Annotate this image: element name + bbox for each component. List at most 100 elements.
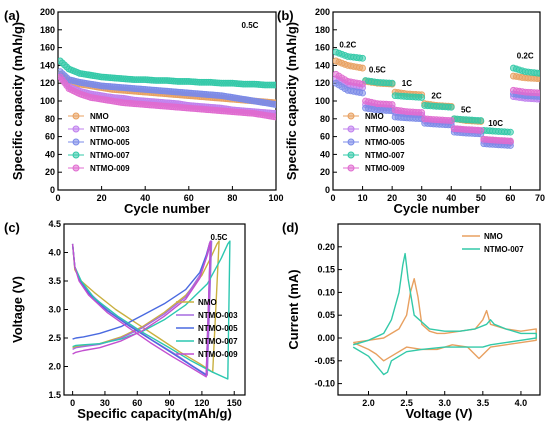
y-tick-label: 80 [320,114,330,124]
y-tick-label: 40 [320,149,330,159]
legend-swatch-marker [72,151,80,159]
legend-label: NMO [365,112,384,121]
legend-swatch-marker [347,138,355,146]
x-tick-label: 30 [417,193,427,203]
plot-area [352,252,537,376]
x-tick-label: 40 [140,193,150,203]
y-tick-label: 4.5 [48,219,61,229]
y-tick-label: 100 [315,96,330,106]
legend-swatch-marker [72,112,80,120]
rate-label: 2C [431,91,441,100]
y-tick-label: 4.0 [48,248,61,258]
legend: NMO NTMO-007 [462,232,524,254]
y-tick-label: -0.10 [314,379,335,389]
legend-label: NMO [90,112,109,121]
y-tick-label: 140 [315,60,330,70]
y-tick-label: 0.05 [317,310,335,320]
data-point [536,89,540,97]
y-tick-label: 20 [45,167,55,177]
y-tick-label: 120 [40,78,55,88]
legend-swatch-marker [347,112,355,120]
legend: NMO NTMO-003 NTMO-005 NTMO-007 NTMO-009 [343,112,405,173]
data-point [477,126,485,134]
data-point [418,109,426,116]
x-tick-label: 0 [70,398,75,408]
panel-label: (b) [277,8,294,23]
x-tick-label: 70 [535,193,545,203]
data-point [536,70,540,77]
legend-label: NMO [484,232,503,241]
legend-label: NTMO-003 [90,125,130,134]
legend-swatch-marker [347,151,355,159]
y-tick-label: 1.5 [48,390,61,400]
data-point [418,94,426,101]
series-line [352,278,537,362]
x-tick-label: 30 [100,398,110,408]
x-axis-title: Cycle number [394,201,480,216]
x-tick-label: 0 [55,193,60,203]
legend-label: NMO [198,298,217,307]
data-point [388,79,396,87]
x-tick-label: 120 [194,398,209,408]
rate-label: 0.2C [517,51,534,60]
legend-swatch-marker [347,125,355,133]
legend: NMO NTMO-003 NTMO-005 NTMO-007 NTMO-009 [176,298,238,359]
rate-label: 10C [488,119,503,128]
y-tick-label: 200 [40,7,55,17]
legend-swatch-marker [72,164,80,172]
data-point [272,101,276,108]
plot-area [333,48,540,149]
plot-frame [337,223,541,396]
y-tick-label: 2.5 [48,333,61,343]
rate-label: 0.5C [369,66,386,75]
y-tick-label: 3.0 [48,305,61,315]
y-tick-label: 100 [40,96,55,106]
x-tick-label: 0 [330,193,335,203]
y-tick-label: 2.0 [48,362,61,372]
y-tick-label: 200 [315,7,330,17]
rate-annotation: 0.5C [211,233,228,242]
y-tick-label: 3.5 [48,276,61,286]
x-tick-label: 20 [97,193,107,203]
x-tick-label: 4.0 [515,398,528,408]
rate-label: 1C [402,79,412,88]
x-axis-title: Voltage (V) [406,406,473,421]
chart-panel: (c) 0 30 60 90 120 150 1.5 2.0 2.5 3.0 3.5 4.0 4.5 Spe… [4,219,246,421]
x-tick-label: 10 [358,193,368,203]
data-point [359,89,366,97]
y-tick-label: 180 [315,25,330,35]
x-tick-label: 150 [227,398,242,408]
y-tick-label: 0.20 [317,242,335,252]
legend-swatch-marker [347,164,355,172]
y-tick-label: 0 [325,185,330,195]
x-axis-title: Cycle number [124,201,210,216]
x-tick-label: 90 [165,398,175,408]
y-tick-label: 120 [315,78,330,88]
data-point [477,117,485,124]
legend-label: NTMO-005 [365,138,405,147]
x-tick-label: 40 [446,193,456,203]
y-tick-label: 0 [50,185,55,195]
data-point [388,101,396,108]
data-point [272,81,276,89]
x-tick-label: 3.0 [438,398,451,408]
legend-swatch-marker [72,138,80,146]
y-tick-label: 80 [45,114,55,124]
y-axis-title: Voltage (V) [10,276,25,343]
x-tick-label: 60 [132,398,142,408]
series-line [71,240,213,376]
chart-panel: (b) 0 10 20 30 40 50 60 70 0 20 40 60 80 100 120 140 160 1… [277,7,545,216]
y-axis-title: Specific capacity (mAh/g) [10,22,25,180]
x-tick-label: 2.5 [400,398,413,408]
data-point [359,80,366,88]
legend: NMO NTMO-003 NTMO-005 NTMO-007 NTMO-009 [68,112,130,173]
chart-panel: (a) 0 20 40 60 80 100 0 20 40 60 80 100 120 140 160 180 2… [4,7,284,216]
x-tick-label: 20 [387,193,397,203]
y-tick-label: 0.15 [317,265,335,275]
y-tick-label: 160 [40,43,55,53]
data-point [507,128,514,136]
legend-label: NTMO-005 [90,138,130,147]
legend-label: NTMO-009 [198,350,238,359]
y-tick-label: 60 [320,132,330,142]
